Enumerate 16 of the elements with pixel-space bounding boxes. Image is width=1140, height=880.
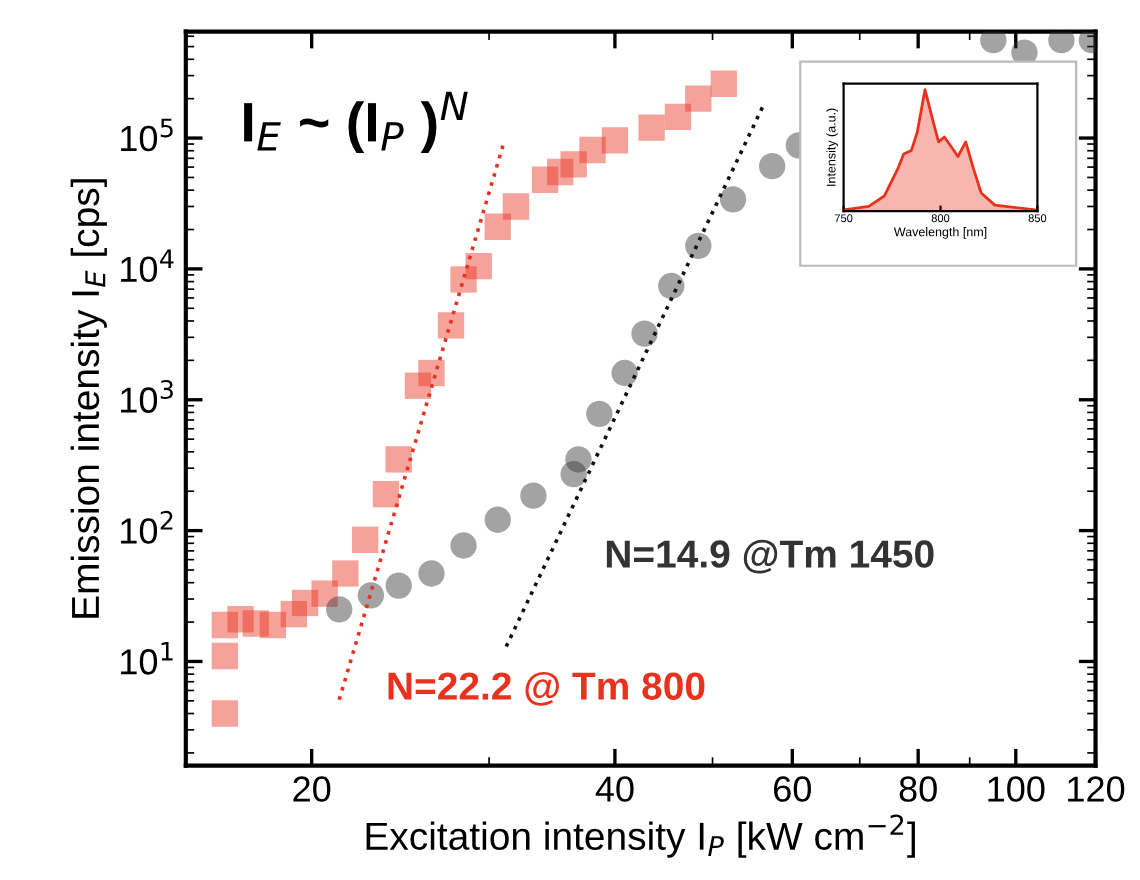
y-tick-label: 10$^{3}$ (121, 379, 173, 413)
annotation: N=22.2 @ Tm 800 (388, 671, 705, 706)
x-tick-label: 60 (774, 776, 811, 802)
y-tick-label: 10$^{4}$ (121, 249, 174, 283)
x-tick-label: 120 (1068, 776, 1125, 802)
x-axis-title: Excitation intensity I$_{P}$ [kW cm$^{−2}$] (366, 814, 915, 858)
x-tick-label: 80 (899, 776, 937, 802)
y-axis-title: Emission intensity I$_{E}$ [cps] (70, 179, 107, 618)
annotation: N=14.9 @Tm 1450 (606, 539, 934, 574)
x-tick-label: 20 (293, 776, 331, 802)
y-tick-label: 10$^{2}$ (121, 510, 173, 544)
x-tick-label: 100 (988, 776, 1045, 802)
y-tick-label: 10$^{5}$ (121, 118, 173, 152)
x-tick-label: 40 (595, 776, 634, 802)
annotation: I$_{E}$ ~ (I$_{P}$ )$^{N}$ (244, 91, 468, 153)
y-tick-label: 10$^{1}$ (121, 642, 173, 675)
